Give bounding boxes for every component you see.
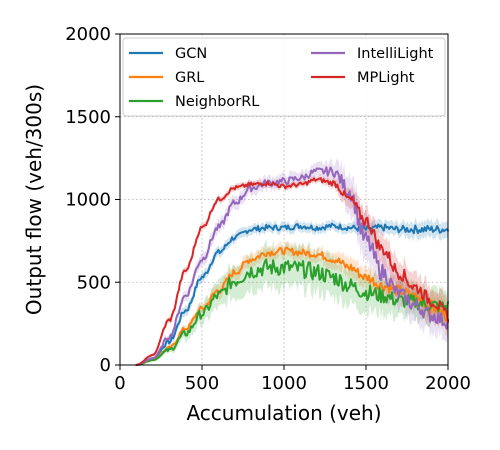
- series-line-neighborrl: [135, 258, 449, 366]
- y-tick-label: 1000: [65, 190, 111, 211]
- legend-label-neighborrl: NeighborRL: [175, 94, 259, 110]
- x-tick-label: 1000: [261, 373, 307, 394]
- series-line-grl: [135, 246, 449, 366]
- y-axis-label: Output flow (veh/300s): [22, 84, 46, 315]
- axis-ticks: 0 500 1000 1500 2000 0 500 1000 1500 2000: [65, 24, 471, 394]
- confidence-bands: [136, 158, 448, 365]
- legend-label-mplight: MPLight: [357, 70, 415, 86]
- series-lines: [135, 166, 449, 366]
- series-line-intellilight: [135, 166, 449, 366]
- legend-label-intellilight: IntelliLight: [357, 46, 434, 62]
- x-tick-label: 2000: [425, 373, 471, 394]
- y-tick-label: 0: [100, 355, 111, 376]
- x-tick-label: 500: [185, 373, 219, 394]
- x-tick-label: 1500: [343, 373, 389, 394]
- grid: [120, 34, 448, 365]
- y-tick-label: 2000: [65, 24, 111, 45]
- x-tick-label: 0: [114, 373, 125, 394]
- band-intellilight: [136, 158, 448, 365]
- legend: GCN GRL NeighborRL IntelliLight MPLight: [122, 37, 446, 117]
- y-tick-label: 500: [77, 272, 111, 293]
- legend-label-gcn: GCN: [175, 46, 207, 62]
- legend-box: [122, 37, 446, 117]
- series-line-mplight: [135, 177, 449, 366]
- series-line-gcn: [135, 222, 449, 366]
- band-mplight: [136, 174, 448, 365]
- legend-label-grl: GRL: [175, 70, 204, 86]
- band-neighborrl: [136, 239, 448, 365]
- x-axis-label: Accumulation (veh): [186, 401, 381, 425]
- y-tick-label: 1500: [65, 107, 111, 128]
